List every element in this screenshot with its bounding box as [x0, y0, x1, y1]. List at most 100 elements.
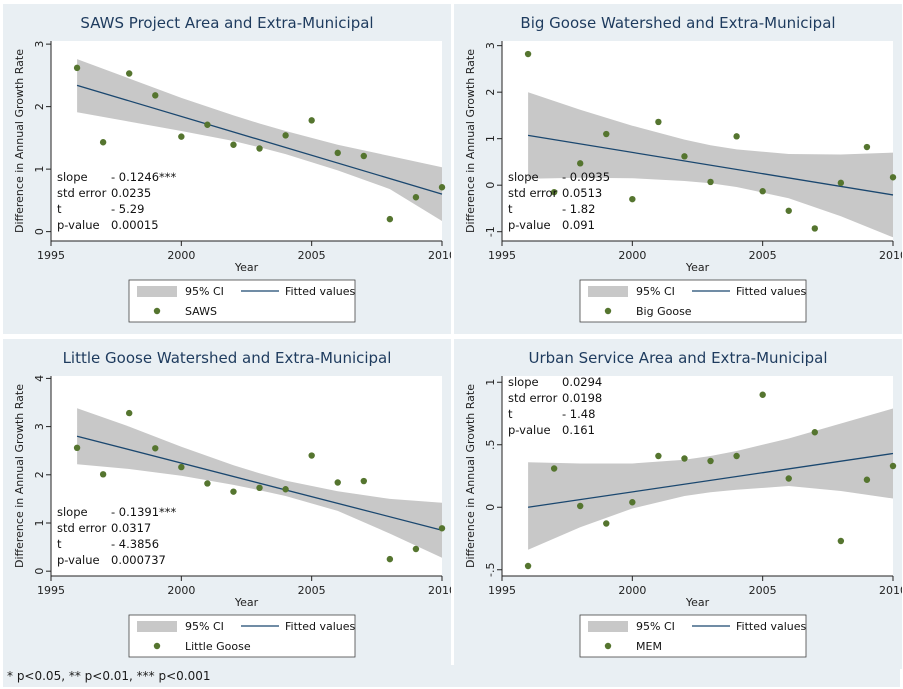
stat-value: - 4.3856 — [111, 537, 159, 551]
data-point — [733, 452, 740, 460]
stat-value: 0.0513 — [562, 186, 602, 200]
stat-label: t — [508, 202, 513, 216]
y-axis-title: Difference in Annual Growth Rate — [464, 49, 477, 233]
data-point — [412, 545, 420, 553]
x-tick-label: 2000 — [618, 249, 646, 262]
data-point — [889, 174, 897, 181]
data-point — [204, 121, 211, 128]
y-tick-label: 3 — [33, 41, 46, 48]
y-axis-title: Difference in Annual Growth Rate — [464, 384, 477, 568]
stat-value: - 0.1246*** — [111, 170, 177, 184]
y-axis-title: Difference in Annual Growth Rate — [13, 49, 26, 233]
x-tick-label: 2005 — [298, 249, 326, 262]
legend-fit-label: Fitted values — [736, 285, 807, 298]
data-point — [655, 452, 662, 460]
stat-label: std error — [57, 521, 107, 535]
legend-series-label: MEM — [636, 640, 662, 653]
stat-label: slope — [508, 375, 539, 389]
data-point — [99, 139, 107, 146]
chart-panel-urban-service: Urban Service Area and Extra-Municipal 19… — [454, 339, 902, 669]
data-point — [256, 145, 263, 152]
data-point — [126, 409, 133, 417]
legend-ci-swatch — [588, 621, 628, 632]
data-point — [603, 130, 610, 138]
stat-label: std error — [508, 391, 558, 405]
stat-value: 0.091 — [562, 218, 595, 232]
x-tick-label: 2000 — [167, 584, 195, 597]
data-point — [178, 133, 185, 140]
x-tick-label: 2005 — [749, 584, 777, 597]
data-point — [681, 455, 688, 462]
data-point — [603, 520, 610, 527]
data-point — [759, 391, 766, 398]
stat-value: 0.00015 — [111, 218, 159, 232]
data-point — [837, 179, 845, 187]
stat-value: 0.000737 — [111, 553, 166, 567]
chart-panel-saws: SAWS Project Area and Extra-Municipal 199… — [3, 4, 451, 334]
legend-series-label: SAWS — [185, 305, 217, 318]
x-tick-label: 1995 — [37, 249, 65, 262]
data-point — [524, 50, 532, 58]
data-point — [577, 160, 584, 167]
chart-title: Urban Service Area and Extra-Municipal — [528, 349, 827, 367]
chart-title: Little Goose Watershed and Extra-Municip… — [63, 349, 392, 367]
chart-title: SAWS Project Area and Extra-Municipal — [80, 14, 373, 32]
data-point — [438, 525, 446, 532]
legend-fit-label: Fitted values — [285, 620, 356, 633]
legend-ci-label: 95% CI — [185, 620, 224, 633]
x-tick-label: 2000 — [618, 584, 646, 597]
legend-ci-label: 95% CI — [185, 285, 224, 298]
data-point — [759, 188, 766, 195]
y-tick-label: 1 — [33, 519, 46, 526]
data-point — [386, 215, 394, 223]
stat-value: - 1.48 — [562, 407, 595, 421]
chart-svg: Urban Service Area and Extra-Municipal19… — [464, 349, 902, 658]
data-point — [230, 141, 237, 148]
data-point — [126, 70, 133, 77]
ci-band — [528, 408, 893, 550]
x-tick-label: 2005 — [298, 584, 326, 597]
stat-value: 0.0294 — [562, 375, 602, 389]
chart-panel-big-goose: Big Goose Watershed and Extra-Municipal 1… — [454, 4, 902, 334]
legend-ci-swatch — [588, 286, 628, 297]
data-point — [863, 143, 871, 151]
chart-svg: SAWS Project Area and Extra-Municipal 199… — [13, 14, 451, 323]
legend-ci-label: 95% CI — [636, 620, 675, 633]
data-point — [837, 537, 845, 545]
data-point — [550, 188, 558, 196]
stat-label: t — [57, 202, 62, 216]
data-point — [73, 444, 81, 452]
data-point — [386, 555, 394, 563]
y-tick-label: 1 — [484, 135, 497, 142]
x-tick-label: 2000 — [167, 249, 195, 262]
legend-point-swatch — [153, 307, 161, 315]
x-tick-label: 1995 — [37, 584, 65, 597]
x-axis-title: Year — [234, 261, 259, 274]
stat-label: p-value — [57, 553, 100, 567]
data-point — [360, 477, 367, 485]
y-tick-label: 0 — [33, 568, 46, 575]
y-tick-label: 2 — [33, 103, 46, 110]
data-point — [785, 207, 792, 214]
x-axis-title: Year — [685, 261, 710, 274]
y-tick-label: 1 — [33, 166, 46, 173]
data-point — [178, 463, 185, 471]
data-point — [308, 117, 315, 124]
data-point — [256, 484, 263, 492]
data-point — [629, 195, 636, 203]
stat-value: 0.0235 — [111, 186, 151, 200]
data-point — [655, 118, 662, 126]
legend-fit-label: Fitted values — [285, 285, 356, 298]
y-tick-label: 0 — [33, 228, 46, 235]
y-axis-title: Difference in Annual Growth Rate — [13, 384, 26, 568]
data-point — [733, 133, 740, 140]
data-point — [152, 92, 159, 99]
data-point — [282, 132, 289, 139]
data-point — [811, 225, 818, 232]
y-tick-label: -.5 — [484, 563, 497, 577]
y-tick-label: .5 — [484, 440, 497, 451]
